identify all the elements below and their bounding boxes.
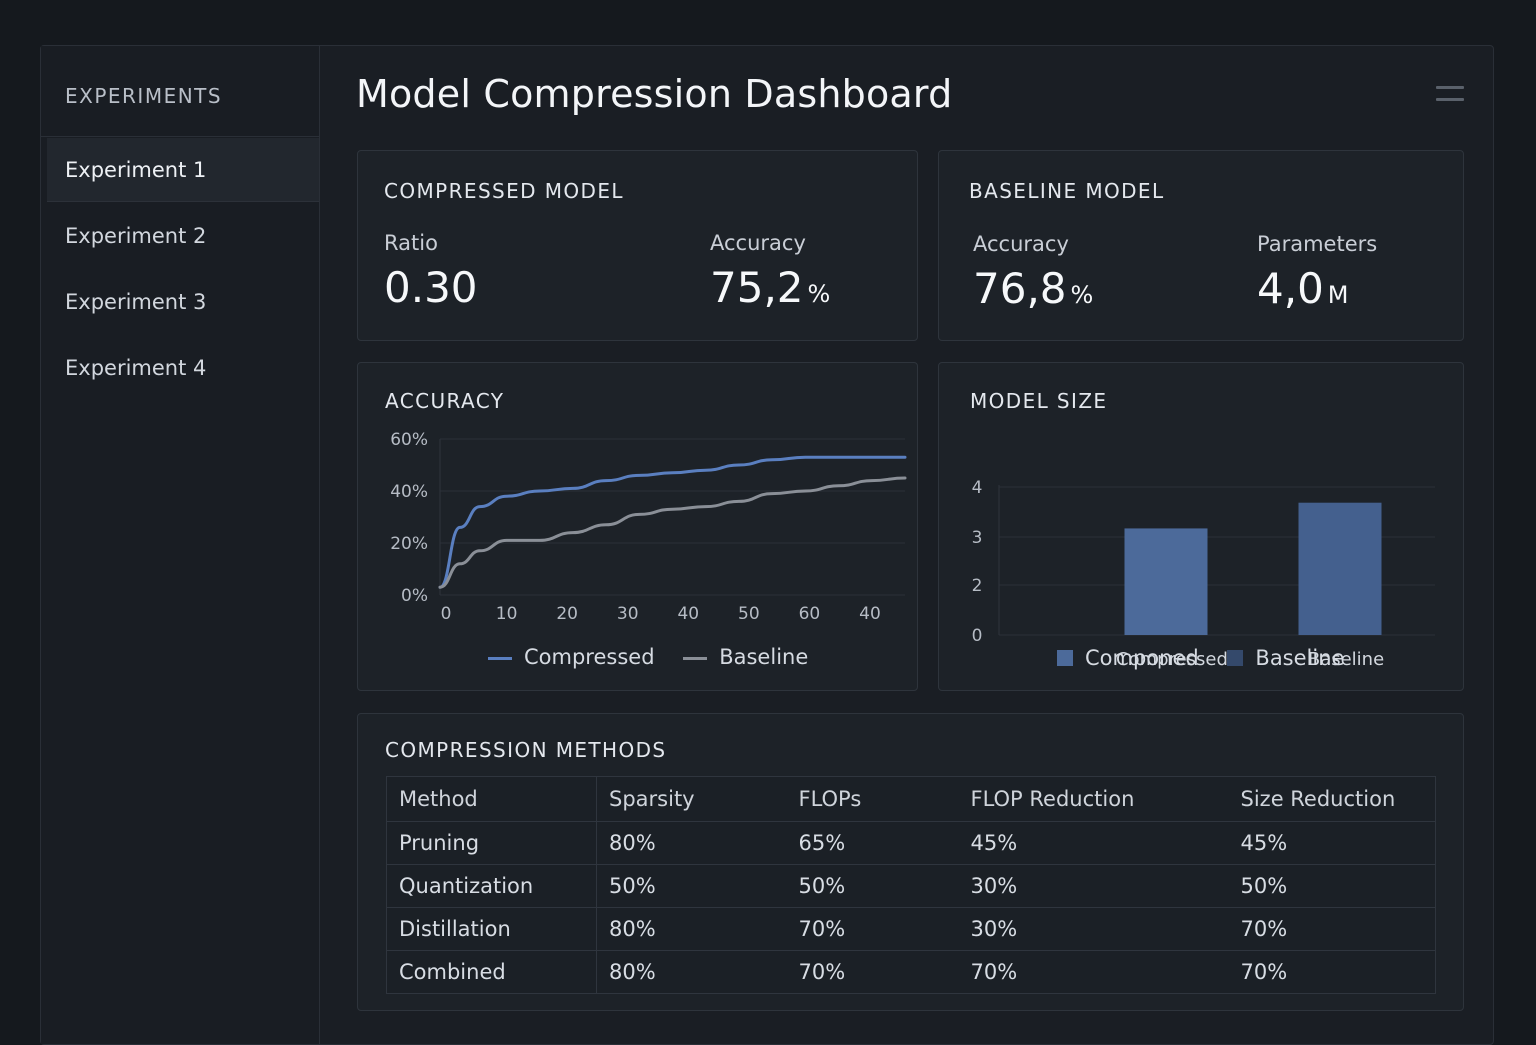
table-cell: 30% [959, 908, 1229, 951]
legend-baseline: Baseline [683, 645, 808, 669]
table-cell: 80% [597, 822, 787, 865]
table-row: Pruning 80% 65% 45% 45% [387, 822, 1436, 865]
x-tick-label: 60 [799, 604, 821, 624]
sidebar-item-experiment-3[interactable]: Experiment 3 [47, 270, 319, 334]
ratio-label: Ratio [384, 231, 438, 255]
compressed-accuracy-label: Accuracy [710, 231, 806, 255]
bar-baseline [1299, 503, 1382, 635]
column-header: Size Reduction [1229, 777, 1436, 822]
y-tick-label: 3 [972, 528, 983, 548]
x-tick-label: 40 [859, 604, 881, 624]
series-line-baseline [440, 478, 905, 587]
accuracy-chart-card: ACCURACY 0% 20% 40% 60% 0 10 20 30 40 50 60 40 Comp… [357, 362, 918, 691]
y-tick-label: 0 [972, 626, 983, 646]
table-cell: 80% [597, 951, 787, 994]
series-line-compressed [440, 457, 905, 587]
model-size-chart-card: MODEL SIZE 4 3 2 0 Compressed Baseline Compon… [938, 362, 1464, 691]
accuracy-legend: Compressed Baseline [488, 645, 830, 669]
y-tick-label: 60% [390, 430, 428, 450]
size-legend: Componed Baseline [1057, 646, 1366, 670]
y-tick-label: 40% [390, 482, 428, 502]
methods-table: Method Sparsity FLOPs FLOP Reduction Siz… [386, 776, 1436, 994]
table-cell: 45% [1229, 822, 1436, 865]
table-cell: 70% [787, 908, 959, 951]
legend-componed: Componed [1057, 646, 1199, 670]
sidebar-heading: EXPERIMENTS [65, 84, 222, 108]
table-cell: 70% [1229, 951, 1436, 994]
baseline-accuracy-value: 76,8% [973, 264, 1093, 313]
column-header: FLOP Reduction [959, 777, 1229, 822]
sidebar: EXPERIMENTS Experiment 1 Experiment 2 Ex… [41, 46, 320, 1044]
table-cell: 80% [597, 908, 787, 951]
table-cell: 45% [959, 822, 1229, 865]
parameters-label: Parameters [1257, 232, 1377, 256]
table-cell: 70% [1229, 908, 1436, 951]
table-cell: 65% [787, 822, 959, 865]
menu-icon[interactable] [1436, 86, 1464, 106]
compressed-model-card: COMPRESSED MODEL Ratio 0.30 Accuracy 75,… [357, 150, 918, 341]
bar-compressed [1125, 528, 1208, 635]
table-cell: 70% [959, 951, 1229, 994]
table-header-row: Method Sparsity FLOPs FLOP Reduction Siz… [387, 777, 1436, 822]
baseline-model-card: BASELINE MODEL Accuracy 76,8% Parameters… [938, 150, 1464, 341]
y-tick-label: 0% [401, 586, 428, 606]
table-cell: 50% [597, 865, 787, 908]
table-cell: 50% [787, 865, 959, 908]
table-row: Quantization 50% 50% 30% 50% [387, 865, 1436, 908]
x-tick-label: 30 [617, 604, 639, 624]
legend-compressed: Compressed [488, 645, 655, 669]
card-title: BASELINE MODEL [969, 179, 1165, 203]
page-title: Model Compression Dashboard [356, 72, 952, 116]
card-title: COMPRESSED MODEL [384, 179, 624, 203]
table-row: Distillation 80% 70% 30% 70% [387, 908, 1436, 951]
table-cell: 50% [1229, 865, 1436, 908]
ratio-value: 0.30 [384, 263, 478, 312]
table-cell: Pruning [387, 822, 597, 865]
column-header: FLOPs [787, 777, 959, 822]
table-cell: Distillation [387, 908, 597, 951]
x-tick-label: 0 [441, 604, 452, 624]
sidebar-item-experiment-2[interactable]: Experiment 2 [47, 204, 319, 268]
table-cell: Quantization [387, 865, 597, 908]
x-tick-label: 10 [496, 604, 518, 624]
sidebar-item-experiment-4[interactable]: Experiment 4 [47, 336, 319, 400]
x-tick-label: 20 [556, 604, 578, 624]
table-row: Combined 80% 70% 70% 70% [387, 951, 1436, 994]
table-cell: 70% [787, 951, 959, 994]
accuracy-line-chart: 0% 20% 40% 60% 0 10 20 30 40 50 60 40 [358, 363, 919, 692]
legend-baseline: Baseline [1227, 646, 1344, 670]
column-header: Method [387, 777, 597, 822]
compressed-accuracy-value: 75,2% [710, 263, 830, 312]
y-tick-label: 4 [972, 478, 983, 498]
sidebar-divider [41, 136, 319, 137]
sidebar-item-experiment-1[interactable]: Experiment 1 [47, 138, 319, 202]
y-tick-label: 20% [390, 534, 428, 554]
parameters-value: 4,0 M [1257, 264, 1349, 313]
baseline-accuracy-label: Accuracy [973, 232, 1069, 256]
x-tick-label: 50 [738, 604, 760, 624]
table-cell: 30% [959, 865, 1229, 908]
x-tick-label: 40 [677, 604, 699, 624]
table-cell: Combined [387, 951, 597, 994]
compression-methods-card: COMPRESSION METHODS Method Sparsity FLOP… [357, 713, 1464, 1011]
app-window: EXPERIMENTS Experiment 1 Experiment 2 Ex… [40, 45, 1494, 1045]
card-title: COMPRESSION METHODS [385, 738, 667, 762]
column-header: Sparsity [597, 777, 787, 822]
y-tick-label: 2 [972, 576, 983, 596]
